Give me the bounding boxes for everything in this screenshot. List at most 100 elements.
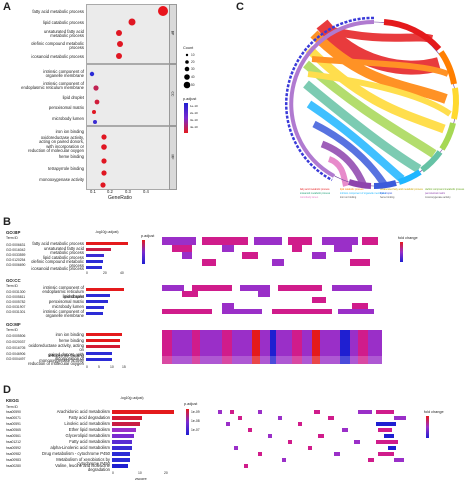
mf-bar-area: iron ion binding heme binding oxidoreduc…	[28, 330, 136, 365]
dot	[93, 120, 97, 124]
heatmap-mf	[162, 330, 382, 364]
heatmap-cells	[218, 410, 406, 468]
panel-c-letter: C	[236, 1, 244, 13]
heatmap-cc	[162, 285, 374, 314]
dot	[158, 6, 168, 16]
term-id: hsa01212	[6, 440, 21, 444]
dot	[117, 41, 123, 47]
padj-value: 1e-09	[191, 410, 200, 414]
term-label: alpha-Linolenic acid metabolism	[50, 445, 110, 450]
chord-legend-item: iron ion binding	[340, 196, 357, 199]
bar	[86, 260, 103, 264]
dot	[89, 71, 95, 77]
bar	[86, 254, 104, 258]
term-label: Arachidonic acid metabolism	[56, 409, 110, 414]
padj-value: 3e-10	[190, 118, 198, 122]
panel-a-letter: A	[3, 1, 11, 13]
term-label: lipid droplet	[62, 294, 84, 299]
bar	[86, 358, 112, 362]
x-axis-label: zscore	[135, 476, 147, 481]
kegg-label: KEGG	[6, 398, 19, 403]
term-id: GO:0005782	[6, 300, 26, 304]
bar	[112, 410, 174, 414]
facet-strip-bp: BP	[169, 4, 177, 64]
chord-arc-cyan	[398, 169, 422, 185]
term-id: GO:0006631	[6, 243, 26, 247]
section-label: GO:CC	[6, 278, 21, 283]
term-id: GO:0031300	[6, 290, 26, 294]
bar	[86, 333, 122, 337]
chord-arc-teal	[420, 150, 443, 173]
panel-d-letter: D	[3, 384, 11, 396]
chord-arc-red	[383, 19, 442, 52]
section-label: GO:BP	[6, 230, 21, 235]
bar	[86, 266, 102, 270]
term-id: hsa00983	[6, 458, 21, 462]
term-label: Glycerolipid metabolism	[65, 433, 110, 438]
term-label: tetrapyrrole binding	[48, 353, 84, 358]
dot	[94, 99, 100, 105]
term-label: monooxygenase activity	[39, 358, 84, 363]
heatmap-bp	[162, 234, 382, 270]
term-label: lipid catabolic process	[43, 20, 84, 25]
term-label: Valine, leucine and isoleucine degradati…	[55, 463, 110, 473]
size-legend	[183, 53, 191, 89]
term-id: GO:0005506	[6, 334, 26, 338]
dot	[101, 134, 107, 140]
padj-value: 2e-10	[190, 111, 198, 115]
term-label: unsaturated fatty acid metabolic process	[43, 29, 84, 39]
chord-arc-blue	[373, 180, 397, 190]
term-label: oxidoreductase activity, acting on paire…	[28, 135, 84, 154]
term-label: lipid catabolic process	[43, 255, 84, 260]
facet-strip-cc: CC	[169, 64, 177, 126]
chord-legend-item: microbody lumen	[300, 196, 319, 199]
x-tick: 20	[164, 471, 168, 475]
dot	[128, 18, 136, 26]
term-id-head: Term ID	[6, 236, 18, 240]
term-label: Metabolism of xenobiotics by cytochrome …	[56, 457, 110, 467]
heatmap-cells	[162, 285, 374, 314]
dot	[101, 144, 107, 150]
term-label: iron ion binding	[55, 129, 84, 134]
size-legend-value: 10	[191, 53, 195, 57]
bar	[86, 288, 124, 292]
term-label: heme binding	[58, 154, 84, 159]
bar	[112, 446, 132, 450]
bar	[86, 339, 120, 343]
size-legend-value: 30	[191, 67, 195, 71]
bar	[86, 300, 108, 304]
term-label: heme binding	[58, 338, 84, 343]
term-label: peroxisomal matrix	[48, 299, 84, 304]
size-legend-value: 40	[191, 75, 195, 79]
padj-colorbar	[142, 240, 145, 264]
term-label: intrinsic component of organelle membran…	[43, 309, 84, 319]
term-id-head: Term ID	[6, 328, 18, 332]
bar	[86, 248, 111, 252]
term-id: GO:0016042	[6, 248, 26, 252]
dotplot-cc-panel	[86, 64, 170, 126]
x-tick: 0	[86, 271, 88, 275]
chord-arc-orange	[438, 50, 457, 85]
term-id-head: Term ID	[6, 284, 18, 288]
bar	[86, 352, 112, 356]
dotplot-bp-panel	[86, 4, 170, 64]
bar	[86, 242, 128, 246]
dot	[116, 30, 122, 36]
padj-value: 4e-10	[190, 125, 198, 129]
term-label: Drug metabolism - cytochrome P450	[42, 451, 110, 456]
term-id: hsa00280	[6, 464, 21, 468]
x-tick: 0	[112, 471, 114, 475]
chord-arc-green	[439, 122, 456, 151]
heatmap-cells	[162, 237, 378, 266]
term-label: microbody lumen	[52, 116, 84, 121]
x-tick: 15	[122, 365, 126, 369]
term-label: intrinsic component of endoplasmic retic…	[21, 81, 84, 91]
term-id: hsa00071	[6, 416, 21, 420]
chord-ribbons	[303, 19, 452, 188]
term-label: iron ion binding	[55, 332, 84, 337]
padj-legend-title: p.adjust	[183, 97, 197, 101]
fold-title: fold change	[398, 236, 418, 240]
x-tick: 10	[138, 471, 142, 475]
chord-legend-item: heme binding	[380, 196, 395, 199]
x-tick: 0.1	[90, 189, 96, 194]
